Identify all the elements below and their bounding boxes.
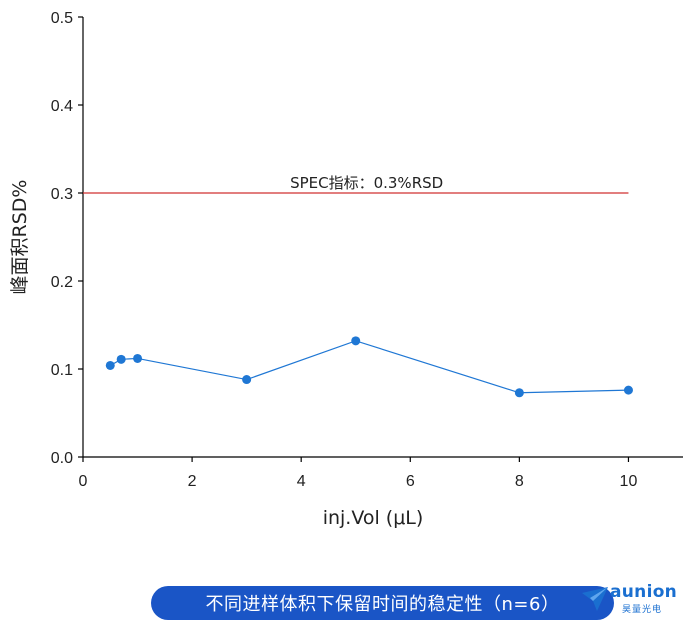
plot-area: 0.0 0.1 0.2 0.3 0.4 0.5 0 2 4 6 8 10 SPEC指标：0.3%RS… bbox=[51, 10, 683, 490]
logo-name: aunion bbox=[610, 582, 678, 602]
data-point bbox=[133, 353, 143, 363]
data-point bbox=[116, 354, 126, 364]
y-tick-label: 0.3 bbox=[51, 186, 73, 203]
x-tick-label: 4 bbox=[297, 473, 306, 490]
y-tick-label: 0.5 bbox=[51, 10, 73, 27]
data-point bbox=[514, 388, 524, 398]
data-point bbox=[623, 385, 633, 395]
x-tick-label: 2 bbox=[188, 473, 197, 490]
logo-subtitle: 昊量光电 bbox=[622, 605, 663, 615]
x-axis-ticks: 0 2 4 6 8 10 bbox=[79, 457, 638, 490]
y-axis-ticks: 0.0 0.1 0.2 0.3 0.4 0.5 bbox=[51, 10, 83, 467]
x-axis-title: inj.Vol (μL) bbox=[323, 507, 424, 529]
data-point bbox=[242, 375, 252, 385]
x-tick-label: 10 bbox=[620, 473, 638, 490]
y-tick-label: 0.4 bbox=[51, 98, 73, 115]
y-axis-title: 峰面积RSD% bbox=[9, 180, 31, 295]
series-points bbox=[105, 336, 633, 398]
series-line bbox=[109, 340, 629, 394]
data-point bbox=[105, 360, 115, 370]
caption-text: 不同进样体积下保留时间的稳定性（n=6） bbox=[205, 594, 560, 615]
y-tick-label: 0.0 bbox=[51, 450, 73, 467]
brand-logo: aunion 昊量光电 bbox=[580, 582, 684, 618]
y-tick-label: 0.1 bbox=[51, 362, 73, 379]
x-tick-label: 0 bbox=[79, 473, 88, 490]
paper-plane-logo-icon bbox=[582, 587, 608, 611]
x-tick-label: 6 bbox=[406, 473, 415, 490]
data-point bbox=[351, 336, 361, 346]
spec-reference-label: SPEC指标：0.3%RSD bbox=[290, 174, 443, 192]
y-tick-label: 0.2 bbox=[51, 274, 73, 291]
caption-banner: 不同进样体积下保留时间的稳定性（n=6） bbox=[151, 586, 614, 620]
x-tick-label: 8 bbox=[515, 473, 524, 490]
chart: 0.0 0.1 0.2 0.3 0.4 0.5 0 2 4 6 8 10 SPEC指标：0.3%RS… bbox=[9, 10, 683, 529]
